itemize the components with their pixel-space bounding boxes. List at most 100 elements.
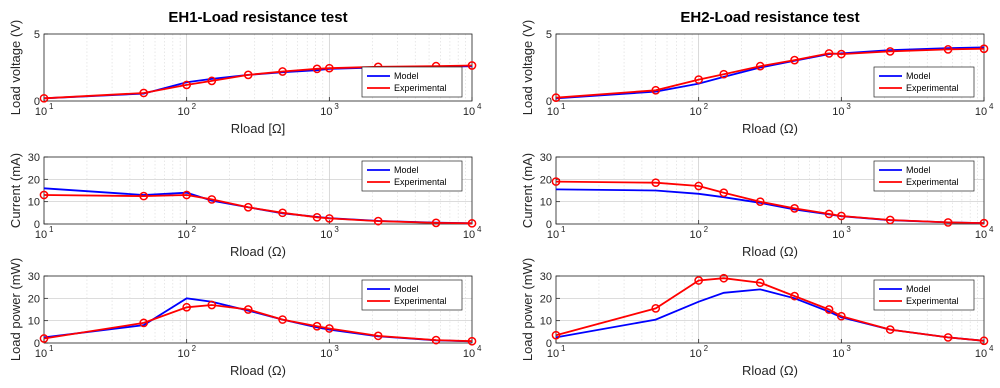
x-tick-label: 10 (975, 348, 987, 360)
legend-label: Experimental (394, 177, 447, 187)
data-point (651, 178, 661, 188)
data-point (979, 44, 989, 54)
data-point (278, 315, 287, 324)
x-tick-exponent: 4 (989, 102, 994, 111)
x-tick-exponent: 4 (477, 225, 482, 234)
x-tick-exponent: 1 (49, 344, 54, 353)
x-tick-label: 10 (35, 229, 47, 241)
y-tick-label: 20 (540, 174, 552, 186)
data-point (943, 333, 953, 342)
y-tick-label: 0 (34, 338, 40, 350)
x-tick-label: 10 (178, 348, 190, 360)
legend-box (873, 160, 975, 192)
data-point (312, 321, 322, 331)
data-point (836, 211, 846, 221)
legend-label: Model (394, 284, 419, 294)
data-point (243, 70, 253, 80)
x-axis-label: Rload (Ω) (742, 244, 798, 259)
x-tick-label: 10 (320, 348, 332, 360)
y-tick-label: 0 (546, 338, 552, 350)
x-tick-exponent: 2 (704, 102, 709, 111)
y-tick-label: 10 (28, 197, 40, 209)
x-tick-label: 10 (35, 106, 47, 118)
legend: Model Experimental (873, 279, 975, 311)
data-point (885, 215, 895, 225)
x-tick-exponent: 4 (477, 344, 482, 353)
legend-label: Model (906, 284, 931, 294)
y-axis-label: Load voltage (V) (520, 20, 535, 115)
legend-label: Experimental (394, 296, 447, 306)
legend-box (361, 279, 463, 311)
x-tick-label: 10 (975, 106, 987, 118)
x-tick-exponent: 2 (192, 344, 197, 353)
data-point (694, 181, 704, 191)
x-tick-exponent: 3 (334, 344, 339, 353)
x-axis-label: Rload (Ω) (230, 363, 286, 378)
x-tick-exponent: 2 (192, 225, 197, 234)
x-tick-label: 10 (320, 229, 332, 241)
data-point (836, 49, 846, 59)
data-point (139, 88, 149, 98)
legend-box (873, 279, 975, 311)
data-point (324, 214, 334, 223)
x-tick-exponent: 3 (334, 102, 339, 111)
data-point (719, 188, 729, 198)
axes-frame (43, 156, 473, 225)
y-axis-label: Load power (mW) (8, 258, 23, 361)
data-point (836, 311, 846, 321)
x-tick-label: 10 (690, 106, 702, 118)
x-tick-exponent: 2 (704, 225, 709, 234)
series-line (555, 277, 985, 342)
x-tick-label: 10 (463, 229, 475, 241)
data-point (373, 331, 383, 341)
data-point (39, 93, 49, 103)
data-point (651, 85, 661, 95)
x-tick-label: 10 (690, 348, 702, 360)
data-point (467, 218, 477, 228)
data-point (467, 61, 477, 70)
x-tick-label: 10 (547, 106, 559, 118)
x-tick-exponent: 3 (334, 225, 339, 234)
y-tick-label: 20 (28, 174, 40, 186)
data-point (790, 204, 799, 213)
data-point (243, 305, 253, 314)
data-point (551, 93, 561, 103)
series-line (43, 64, 473, 100)
y-tick-label: 5 (34, 29, 40, 41)
data-point (431, 218, 441, 228)
x-tick-label: 10 (832, 106, 844, 118)
legend-box (873, 66, 975, 98)
data-point (39, 190, 49, 200)
y-axis-label: Current (mA) (520, 153, 535, 228)
data-point (551, 330, 561, 340)
y-tick-label: 0 (546, 219, 552, 231)
series-experimental (39, 300, 477, 346)
x-tick-exponent: 4 (989, 344, 994, 353)
data-point (324, 324, 334, 333)
y-axis-label: Current (mA) (8, 153, 23, 228)
legend-label: Model (394, 165, 419, 175)
data-point (719, 69, 729, 79)
x-tick-label: 10 (178, 106, 190, 118)
y-tick-label: 30 (540, 152, 552, 164)
y-tick-label: 20 (28, 293, 40, 305)
x-tick-label: 10 (35, 348, 47, 360)
x-tick-label: 10 (832, 229, 844, 241)
y-tick-label: 0 (34, 219, 40, 231)
data-point (312, 64, 322, 74)
data-point (755, 197, 765, 207)
data-point (467, 336, 477, 346)
data-point (885, 47, 895, 56)
x-tick-exponent: 1 (561, 102, 566, 111)
x-axis-label: Rload (Ω) (230, 244, 286, 259)
legend-label: Experimental (906, 177, 959, 187)
y-tick-label: 30 (28, 271, 40, 283)
data-point (551, 177, 561, 186)
x-tick-exponent: 4 (477, 102, 482, 111)
series-experimental (39, 190, 477, 228)
